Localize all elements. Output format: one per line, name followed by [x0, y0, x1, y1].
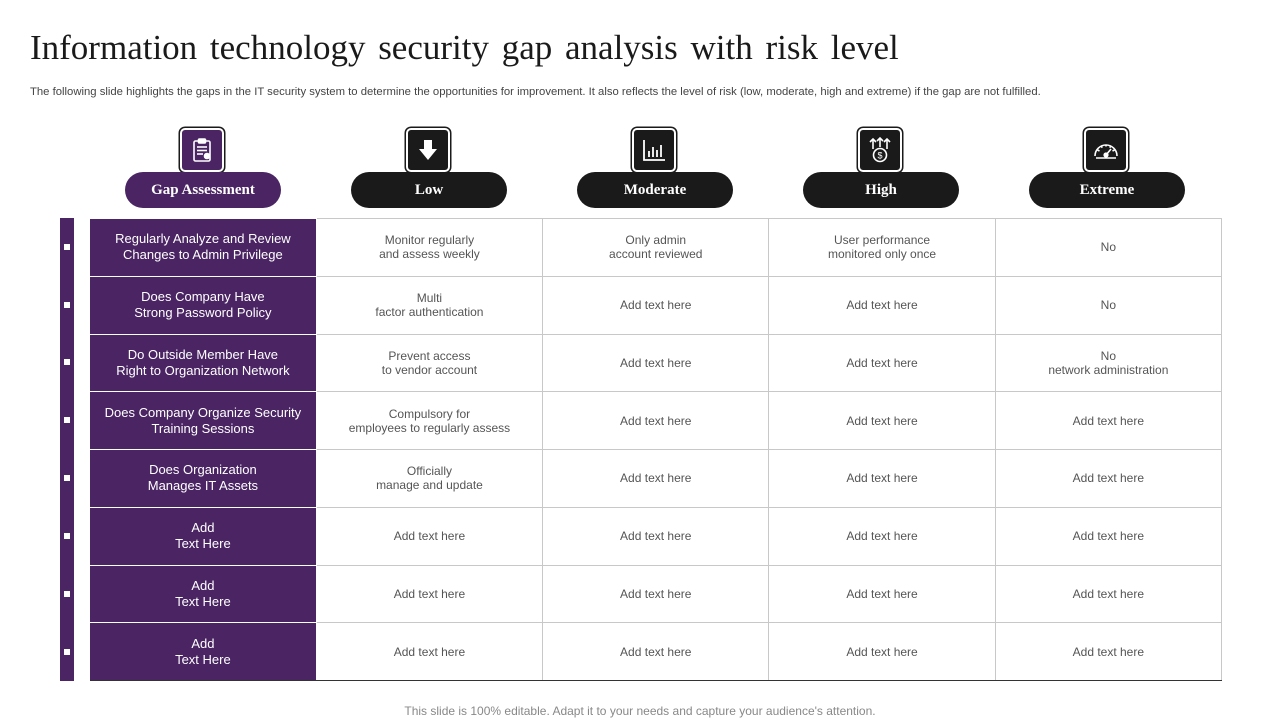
page-title: Information technology security gap anal…	[30, 28, 899, 67]
extreme-cell: No	[994, 218, 1223, 277]
high-cell: User performance monitored only once	[768, 218, 996, 277]
high-cell: Add text here	[768, 449, 996, 508]
low-cell: Monitor regularly and assess weekly	[315, 218, 544, 277]
gap-assessment-cell: Add Text Here	[90, 622, 317, 681]
moderate-cell: Add text here	[542, 333, 770, 393]
low-cell: Add text here	[315, 622, 544, 681]
header-gap-assessment: Gap Assessment	[90, 128, 316, 212]
gap-assessment-cell: Do Outside Member Have Right to Organiza…	[90, 333, 317, 393]
row-marker	[63, 416, 71, 424]
side-accent-bar	[60, 218, 74, 681]
table-row: Add Text Here Add text here Add text her…	[90, 622, 1223, 681]
extreme-cell: No network administration	[994, 333, 1223, 393]
header-extreme: Extreme	[994, 128, 1220, 212]
header-low: Low	[316, 128, 542, 212]
high-cell: Add text here	[768, 391, 996, 450]
low-cell: Multi factor authentication	[315, 275, 544, 335]
speedometer-icon	[1084, 128, 1128, 172]
header-pill-low: Low	[351, 172, 507, 208]
moderate-cell: Add text here	[542, 506, 770, 566]
row-marker	[63, 474, 71, 482]
moderate-cell: Add text here	[542, 391, 770, 450]
table-row: Add Text Here Add text here Add text her…	[90, 564, 1223, 624]
header-pill-gap-assessment: Gap Assessment	[125, 172, 281, 208]
table-row: Does Company Have Strong Password Policy…	[90, 275, 1223, 335]
row-marker	[63, 648, 71, 656]
row-marker	[63, 358, 71, 366]
svg-text:$: $	[877, 151, 882, 161]
money-growth-icon: $	[858, 128, 902, 172]
header-pill-high: High	[803, 172, 959, 208]
header-high: $ High	[768, 128, 994, 212]
table-row: Do Outside Member Have Right to Organiza…	[90, 333, 1223, 393]
high-cell: Add text here	[768, 622, 996, 681]
bar-chart-icon	[632, 128, 676, 172]
clipboard-checklist-icon	[180, 128, 224, 172]
low-cell: Compulsory for employees to regularly as…	[315, 391, 544, 450]
extreme-cell: Add text here	[994, 622, 1223, 681]
high-cell: Add text here	[768, 506, 996, 566]
row-marker	[63, 301, 71, 309]
low-cell: Add text here	[315, 564, 544, 624]
row-marker	[63, 532, 71, 540]
extreme-cell: No	[994, 275, 1223, 335]
gap-assessment-cell: Regularly Analyze and Review Changes to …	[90, 218, 317, 277]
extreme-cell: Add text here	[994, 449, 1223, 508]
low-cell: Add text here	[315, 506, 544, 566]
table-row: Regularly Analyze and Review Changes to …	[90, 218, 1223, 277]
moderate-cell: Add text here	[542, 449, 770, 508]
gap-assessment-cell: Does Company Have Strong Password Policy	[90, 275, 317, 335]
low-cell: Prevent access to vendor account	[315, 333, 544, 393]
gap-assessment-cell: Does Organization Manages IT Assets	[90, 449, 317, 508]
extreme-cell: Add text here	[994, 391, 1223, 450]
gap-assessment-cell: Add Text Here	[90, 506, 317, 566]
high-cell: Add text here	[768, 275, 996, 335]
moderate-cell: Add text here	[542, 564, 770, 624]
row-marker	[63, 590, 71, 598]
extreme-cell: Add text here	[994, 564, 1223, 624]
arrow-down-icon	[406, 128, 450, 172]
page-subtitle: The following slide highlights the gaps …	[30, 86, 1041, 98]
moderate-cell: Add text here	[542, 622, 770, 681]
gap-assessment-cell: Add Text Here	[90, 564, 317, 624]
table-row: Does Organization Manages IT Assets Offi…	[90, 449, 1223, 508]
high-cell: Add text here	[768, 333, 996, 393]
header-pill-moderate: Moderate	[577, 172, 733, 208]
row-marker	[63, 243, 71, 251]
footer-note: This slide is 100% editable. Adapt it to…	[404, 704, 876, 718]
header-pill-extreme: Extreme	[1029, 172, 1185, 208]
table-row: Add Text Here Add text here Add text her…	[90, 506, 1223, 566]
gap-analysis-table: Regularly Analyze and Review Changes to …	[90, 218, 1223, 681]
extreme-cell: Add text here	[994, 506, 1223, 566]
low-cell: Officially manage and update	[315, 449, 544, 508]
moderate-cell: Only admin account reviewed	[542, 218, 770, 277]
moderate-cell: Add text here	[542, 275, 770, 335]
header-moderate: Moderate	[542, 128, 768, 212]
table-row: Does Company Organize Security Training …	[90, 391, 1223, 450]
gap-assessment-cell: Does Company Organize Security Training …	[90, 391, 317, 450]
high-cell: Add text here	[768, 564, 996, 624]
